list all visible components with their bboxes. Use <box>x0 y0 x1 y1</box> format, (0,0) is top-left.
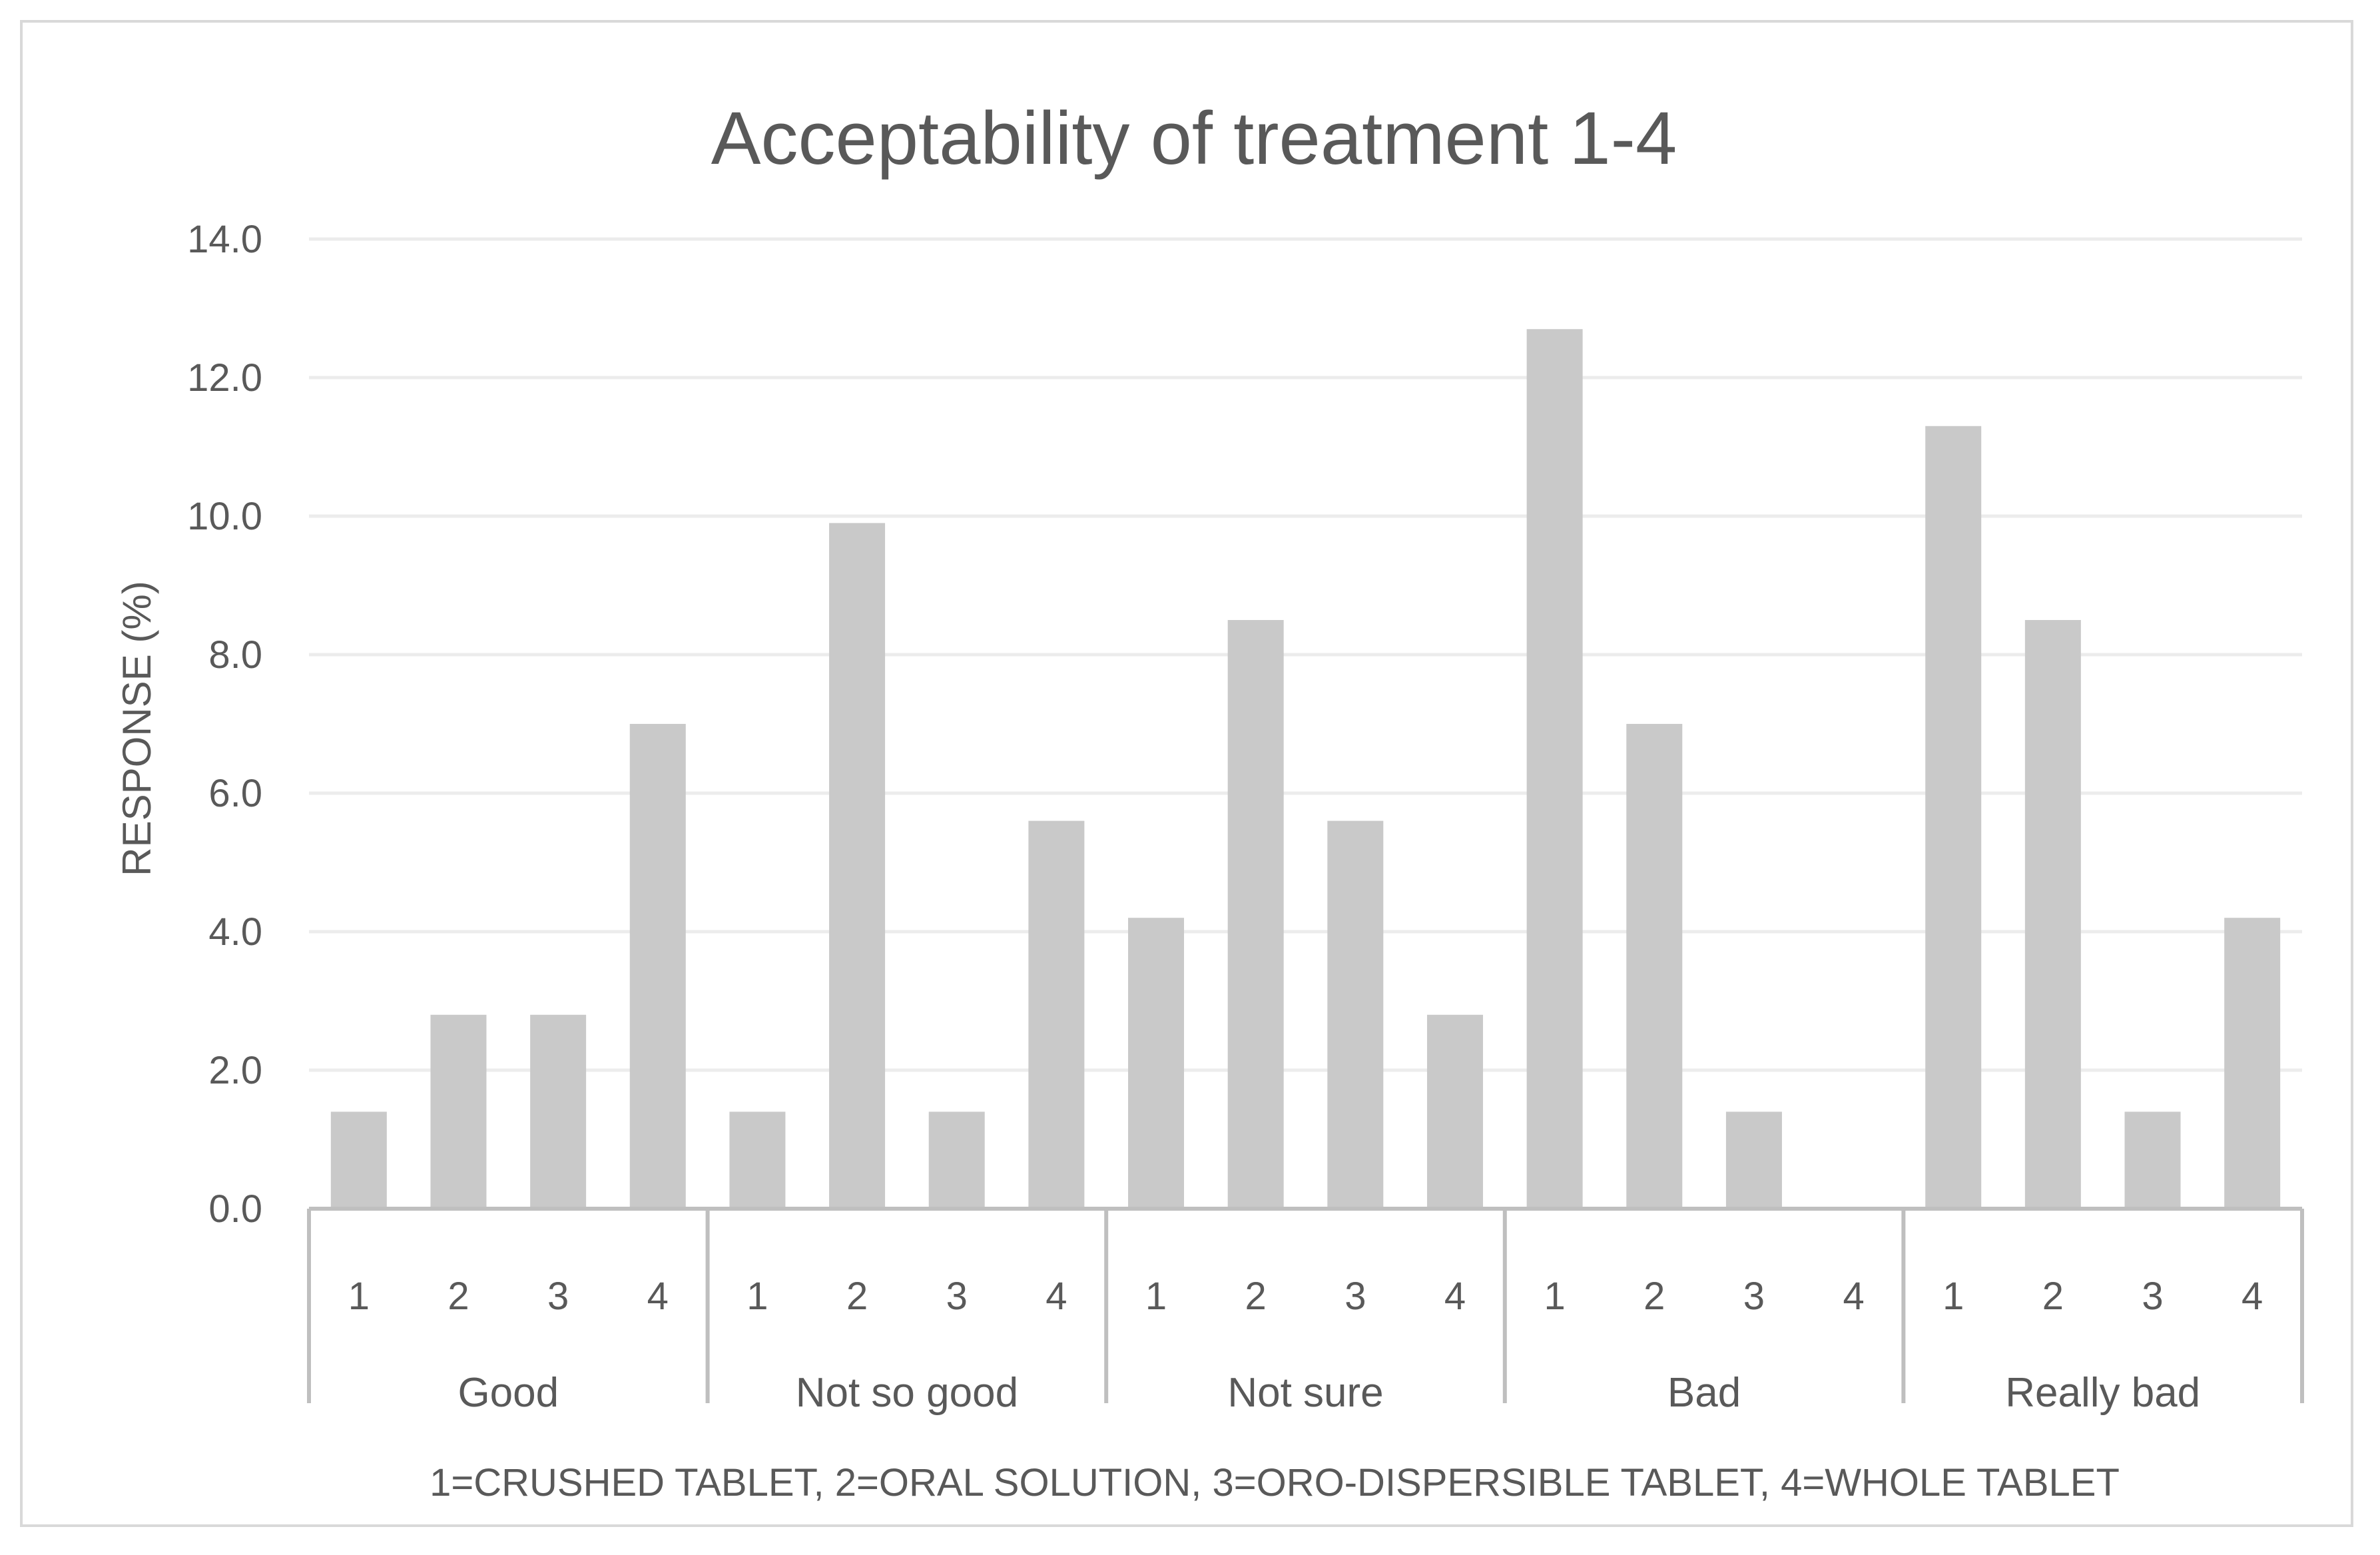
x-group-label: Good <box>457 1370 559 1416</box>
bar <box>1426 1014 1483 1209</box>
x-subcategory-label: 2 <box>846 1275 868 1318</box>
bar <box>1526 329 1583 1209</box>
bar <box>1028 820 1085 1209</box>
x-subcategory-label: 4 <box>1843 1275 1864 1318</box>
bar <box>330 1111 387 1209</box>
x-subcategory-label: 4 <box>647 1275 669 1318</box>
x-subcategory-label: 2 <box>1643 1275 1665 1318</box>
y-tick-label: 6.0 <box>208 772 262 815</box>
bar <box>1725 1111 1782 1209</box>
y-tick-label: 0.0 <box>208 1187 262 1231</box>
y-tick-label: 2.0 <box>208 1049 262 1092</box>
x-subcategory-label: 3 <box>946 1275 968 1318</box>
x-subcategory-label: 1 <box>1544 1275 1565 1318</box>
x-subcategory-label: 1 <box>1145 1275 1167 1318</box>
bar <box>1925 426 1982 1209</box>
x-subcategory-label: 1 <box>746 1275 768 1318</box>
y-tick-label: 14.0 <box>187 218 262 261</box>
bar <box>629 724 686 1209</box>
x-subcategory-label: 3 <box>1743 1275 1765 1318</box>
x-subcategory-label: 3 <box>1344 1275 1366 1318</box>
y-tick-label: 4.0 <box>208 910 262 954</box>
bar-chart: Acceptability of treatment 1-4 0.0 2.0 4.0… <box>115 97 2304 1504</box>
x-subcategory-label: 3 <box>2142 1275 2163 1318</box>
chart-title: Acceptability of treatment 1-4 <box>711 97 1677 180</box>
bar <box>829 523 886 1209</box>
bar <box>928 1111 985 1209</box>
bar <box>1128 918 1185 1209</box>
bar <box>2224 918 2281 1209</box>
x-axis <box>307 1207 2304 1403</box>
y-tick-label: 12.0 <box>187 356 262 400</box>
x-subcategory-label: 2 <box>2042 1275 2064 1318</box>
bar <box>430 1014 487 1209</box>
x-subcategory-label: 2 <box>1245 1275 1267 1318</box>
x-group-label: Bad <box>1667 1370 1741 1416</box>
x-subcategory-label: 3 <box>547 1275 569 1318</box>
bar <box>530 1014 587 1209</box>
bar <box>2124 1111 2181 1209</box>
x-subcategory-label: 1 <box>348 1275 370 1318</box>
x-subcategory-label: 4 <box>1045 1275 1067 1318</box>
x-group-label: Not so good <box>796 1370 1018 1416</box>
x-subcategory-label: 1 <box>1942 1275 1964 1318</box>
bar <box>729 1111 786 1209</box>
bar <box>2024 620 2081 1209</box>
y-axis-ticks: 0.0 2.0 4.0 6.0 8.0 10.0 12.0 14.0 <box>187 218 262 1231</box>
bars <box>330 329 2281 1209</box>
x-subcategory-label: 4 <box>2241 1275 2263 1318</box>
gridlines <box>309 237 2302 1072</box>
x-subcategory-label: 2 <box>447 1275 469 1318</box>
bar <box>1227 620 1284 1209</box>
y-tick-label: 8.0 <box>208 633 262 677</box>
bar <box>1327 820 1384 1209</box>
chart-frame: Acceptability of treatment 1-4 0.0 2.0 4.0… <box>20 20 2353 1527</box>
x-group-label: Not sure <box>1227 1370 1383 1416</box>
y-axis-title: RESPONSE (%) <box>115 581 159 876</box>
x-subcategory-label: 4 <box>1444 1275 1466 1318</box>
bar <box>1626 724 1683 1209</box>
y-tick-label: 10.0 <box>187 495 262 538</box>
x-axis-labels: 1 2 3 4 Good 1 2 3 4 Not so good 1 2 3 4 Not sure 1 2 3 4 B… <box>348 1275 2263 1416</box>
x-axis-title: 1=CRUSHED TABLET, 2=ORAL SOLUTION, 3=ORO… <box>430 1461 2120 1504</box>
x-group-label: Really bad <box>2005 1370 2200 1416</box>
